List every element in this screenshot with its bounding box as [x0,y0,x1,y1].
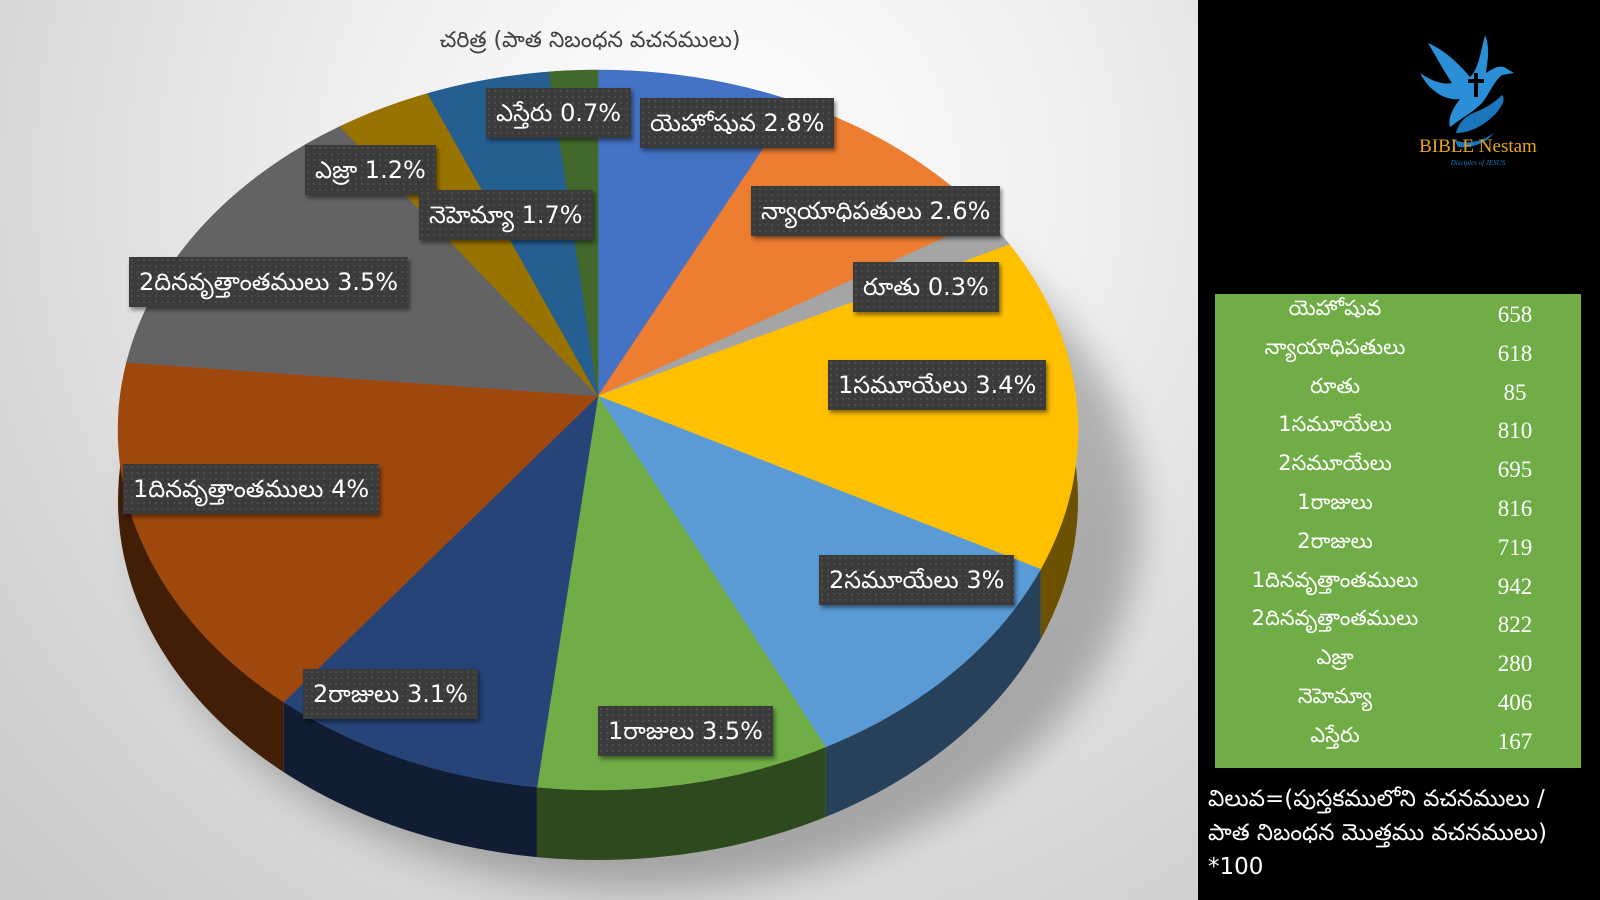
table-row: ఎస్తేరు 167 [1215,721,1581,760]
table-row: 1దినవృత్తాంతములు 942 [1215,566,1581,605]
slice-data-label: 1సమూయేలు 3.4% [828,360,1047,410]
footnote-line-2: పాత నిబంధన మొత్తము వచనములు) [1208,820,1547,846]
verse-count: 618 [1497,340,1533,366]
verse-count: 816 [1497,496,1533,521]
table-row: 2సమూయేలు 695 [1215,449,1581,488]
verse-count: 167 [1497,728,1533,754]
slice-data-label: 1దినవృత్తాంతములు 4% [123,464,380,514]
verse-count: 658 [1497,302,1533,327]
chart-title: చరిత్ర (పాత నిబంధన వచనములు) [439,28,741,53]
verse-count: 280 [1497,651,1533,677]
book-name: 1రాజులు [1297,490,1373,514]
verse-count: 822 [1497,612,1533,638]
verse-count: 85 [1503,379,1527,405]
verse-count: 942 [1497,573,1533,599]
pie-slice-side [536,746,826,860]
slice-data-label: రూతు 0.3% [853,262,999,312]
slice-data-label: 2దినవృత్తాంతములు 3.5% [129,257,409,307]
table-row: న్యాయాధిపతులు 618 [1215,333,1581,372]
table-row: 1సమూయేలు 810 [1215,410,1581,449]
formula-footnote: విలువ=(పుస్తకములోని వచనములు / పాత నిబంధన… [1208,782,1598,884]
verse-count-table: యెహోషువ 658 న్యాయాధిపతులు 618 రూతు 85 1సమూయేలు… [1215,294,1581,768]
book-name: రూతు [1309,373,1361,398]
slice-data-label: ఎజ్రా 1.2% [305,145,436,195]
book-name: 1దినవృత్తాంతములు [1251,567,1419,592]
table-row: 2రాజులు 719 [1215,527,1581,566]
verse-count: 695 [1497,457,1533,483]
book-name: 2రాజులు [1297,528,1373,553]
verse-count: 719 [1497,534,1533,560]
book-name: 2దినవృత్తాంతములు [1251,606,1419,631]
book-name: 1సమూయేలు [1278,412,1392,437]
pie-slice-side [118,362,284,773]
slice-data-label: 1రాజులు 3.5% [598,706,773,756]
slice-data-label: నెహెమ్యా 1.7% [419,190,593,240]
book-name: న్యాయాధిపతులు [1264,334,1406,359]
book-name: నెహెమ్యా [1297,684,1373,708]
slice-data-label: ఎస్తేరు 0.7% [486,88,632,138]
pie-slice-side [825,569,1041,817]
book-name: ఎజ్రా [1316,645,1354,670]
pie-slice[interactable]: 1దినవృత్తాంతములు: 942 [117,362,599,703]
book-name: 2సమూయేలు [1278,451,1392,476]
pie-slice[interactable]: యెహోషువ: 658 [597,69,796,397]
table-row: రూతు 85 [1215,372,1581,411]
pie-slice-side [283,702,537,858]
slice-data-label: యెహోషువ 2.8% [640,98,835,148]
book-name: యెహోషువ [1288,296,1382,320]
verse-count: 810 [1497,418,1533,444]
slice-data-label: 2సమూయేలు 3% [819,555,1015,605]
dove-logo-icon [1420,35,1514,148]
logo-subtitle: Disciples of JESUS [1450,159,1506,167]
verse-count: 406 [1497,690,1533,715]
pie-slice[interactable]: 1రాజులు: 816 [536,395,827,791]
footnote-line-3: *100 [1208,854,1264,880]
table-row: 2దినవృత్తాంతములు 822 [1215,604,1581,643]
table-row: నెహెమ్యా 406 [1215,682,1581,721]
table-row: 1రాజులు 816 [1215,488,1581,527]
logo-title: BIBLE Nestam [1419,136,1537,157]
table-row: యెహోషువ 658 [1215,294,1581,333]
slice-data-label: న్యాయాధిపతులు 2.6% [751,186,1001,236]
book-name: ఎస్తేరు [1310,722,1360,747]
footnote-line-1: విలువ=(పుస్తకములోని వచనములు / [1208,786,1545,812]
slice-data-label: 2రాజులు 3.1% [303,669,478,719]
table-row: ఎజ్రా 280 [1215,643,1581,682]
